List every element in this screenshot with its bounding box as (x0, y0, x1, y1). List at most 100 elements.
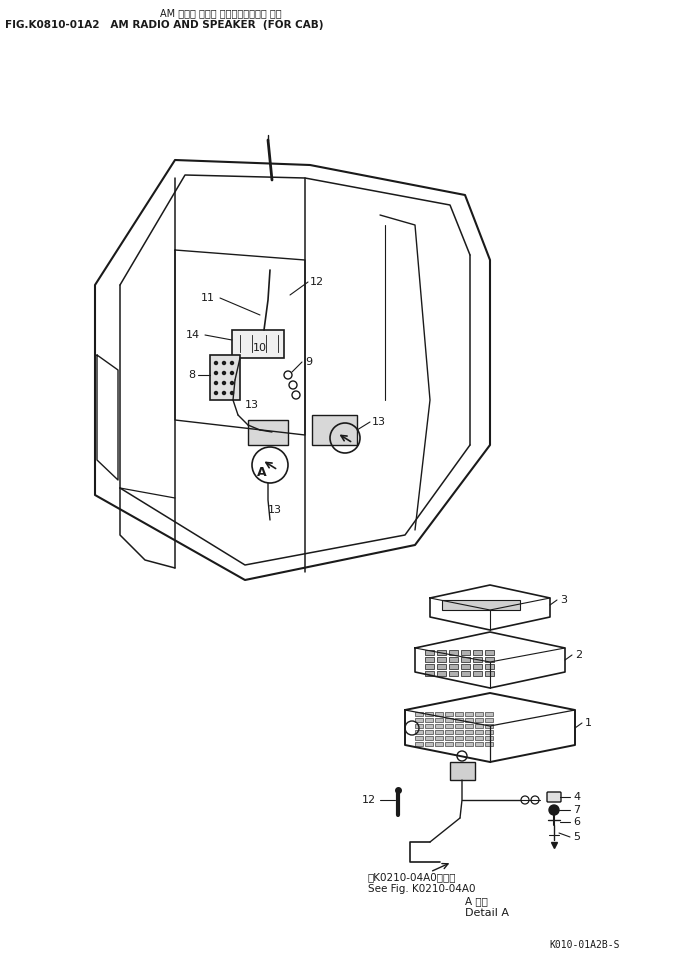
Text: 12: 12 (310, 277, 324, 287)
Bar (437, 650, 446, 655)
Bar (425, 718, 433, 722)
Bar (465, 742, 473, 746)
Bar (435, 736, 443, 740)
Bar (210, 355, 240, 400)
Text: 2: 2 (575, 650, 582, 660)
Bar (473, 671, 482, 676)
Text: 1: 1 (585, 718, 592, 728)
Text: 9: 9 (305, 357, 312, 367)
Bar (475, 724, 483, 728)
Bar (465, 712, 473, 716)
Bar (465, 724, 473, 728)
Bar (485, 650, 494, 655)
Bar (465, 718, 473, 722)
Bar (449, 664, 458, 669)
Circle shape (231, 372, 234, 375)
Bar (461, 657, 470, 662)
Bar (455, 724, 463, 728)
Bar (461, 650, 470, 655)
Bar (425, 657, 434, 662)
Circle shape (214, 372, 218, 375)
Circle shape (231, 392, 234, 395)
Bar (465, 730, 473, 734)
Circle shape (231, 381, 234, 384)
Text: 7: 7 (573, 805, 580, 815)
Bar (445, 742, 453, 746)
Bar (442, 600, 520, 610)
Text: AM ラジオ および スピーカ（キャブ 用）: AM ラジオ および スピーカ（キャブ 用） (160, 8, 282, 18)
Circle shape (223, 392, 225, 395)
Bar (425, 664, 434, 669)
Bar (475, 718, 483, 722)
Bar (425, 730, 433, 734)
Text: 13: 13 (268, 505, 282, 515)
Bar (415, 712, 423, 716)
Bar (455, 742, 463, 746)
Bar (455, 712, 463, 716)
Text: 第K0210-04A0図参照: 第K0210-04A0図参照 (368, 872, 457, 882)
Text: 5: 5 (573, 832, 580, 842)
Bar (473, 657, 482, 662)
Bar (425, 736, 433, 740)
Bar (445, 712, 453, 716)
Bar (435, 730, 443, 734)
Bar (449, 650, 458, 655)
Text: 12: 12 (362, 795, 376, 805)
Bar (485, 712, 493, 716)
Bar (437, 671, 446, 676)
Bar (437, 664, 446, 669)
Bar (425, 712, 433, 716)
Text: 3: 3 (560, 595, 567, 605)
Bar (445, 730, 453, 734)
Text: A: A (257, 466, 267, 479)
Bar (425, 724, 433, 728)
Circle shape (231, 361, 234, 364)
Bar (415, 742, 423, 746)
Bar (475, 712, 483, 716)
Bar (445, 736, 453, 740)
Bar (461, 671, 470, 676)
Bar (435, 724, 443, 728)
Circle shape (549, 805, 559, 815)
Bar (473, 664, 482, 669)
Bar (485, 718, 493, 722)
Bar (485, 724, 493, 728)
Circle shape (223, 381, 225, 384)
Bar (445, 718, 453, 722)
Text: FIG.K0810-01A2   AM RADIO AND SPEAKER  (FOR CAB): FIG.K0810-01A2 AM RADIO AND SPEAKER (FOR… (5, 20, 324, 30)
FancyBboxPatch shape (547, 792, 561, 802)
Bar (485, 664, 494, 669)
Text: Detail A: Detail A (465, 908, 509, 918)
Bar (435, 712, 443, 716)
Bar (455, 730, 463, 734)
Bar (415, 724, 423, 728)
Bar (425, 650, 434, 655)
Bar (461, 664, 470, 669)
Circle shape (214, 381, 218, 384)
Bar (450, 762, 475, 780)
Bar (485, 671, 494, 676)
Text: 11: 11 (201, 293, 215, 303)
Bar (465, 736, 473, 740)
Bar (485, 730, 493, 734)
Bar (475, 736, 483, 740)
Bar (435, 718, 443, 722)
Bar (415, 736, 423, 740)
Text: A 詳細: A 詳細 (465, 896, 488, 906)
Bar (435, 742, 443, 746)
Text: 14: 14 (186, 330, 200, 340)
Bar (437, 657, 446, 662)
Circle shape (214, 361, 218, 364)
Bar (415, 718, 423, 722)
Bar (415, 730, 423, 734)
Bar (312, 415, 357, 445)
Bar (473, 650, 482, 655)
Text: 4: 4 (573, 792, 580, 802)
Bar (485, 736, 493, 740)
Bar (232, 330, 284, 358)
Bar (485, 742, 493, 746)
Text: See Fig. K0210-04A0: See Fig. K0210-04A0 (368, 884, 475, 894)
Circle shape (214, 392, 218, 395)
Bar (445, 724, 453, 728)
Text: 6: 6 (573, 817, 580, 827)
